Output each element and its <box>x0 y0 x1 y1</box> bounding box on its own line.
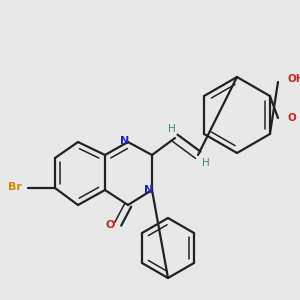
Text: OH: OH <box>287 74 300 84</box>
Text: O: O <box>288 113 296 123</box>
Text: O: O <box>106 220 115 230</box>
Text: Br: Br <box>8 182 22 191</box>
Text: H: H <box>202 158 209 167</box>
Text: N: N <box>120 136 130 146</box>
Text: H: H <box>168 124 176 134</box>
Text: N: N <box>144 185 154 195</box>
